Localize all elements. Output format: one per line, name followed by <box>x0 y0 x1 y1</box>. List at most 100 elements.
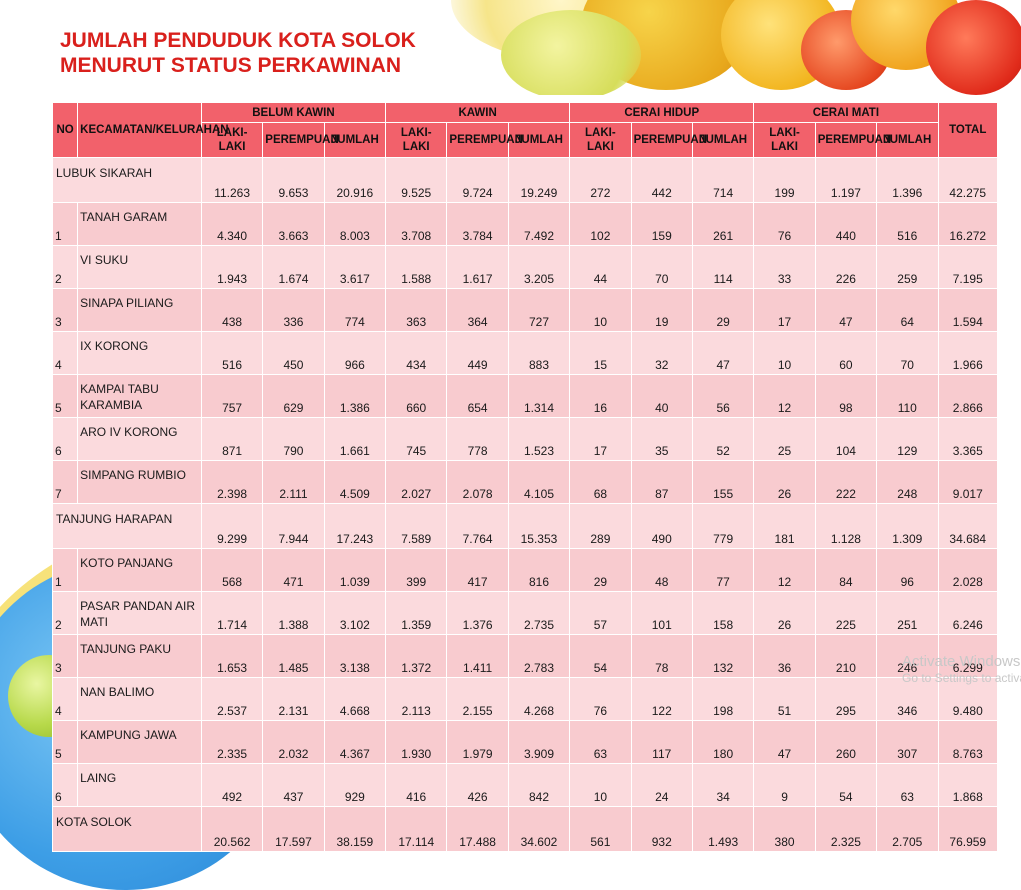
value-cell: 1.966 <box>938 332 997 374</box>
table-body: LUBUK SIKARAH 11.263 9.653 20.916 9.525 9.724… <box>53 158 997 851</box>
row-number: 1 <box>53 203 78 245</box>
value-cell: 1.653 <box>201 635 263 677</box>
value-cell: 966 <box>324 332 386 374</box>
value-cell: 1.943 <box>201 246 263 288</box>
table-row: 2 PASAR PANDAN AIR MATI 1.714 1.388 3.102 1.3… <box>53 592 997 634</box>
value-cell: 346 <box>877 678 938 720</box>
value-cell: 816 <box>508 549 570 591</box>
table-row: 5 KAMPAI TABU KARAMBIA 757 629 1.386 660 654 1.… <box>53 375 997 417</box>
value-cell: 15.353 <box>508 504 570 548</box>
row-number: 3 <box>53 635 78 677</box>
value-cell: 1.314 <box>508 375 570 417</box>
value-cell: 12 <box>754 549 815 591</box>
value-cell: 516 <box>877 203 938 245</box>
value-cell: 438 <box>201 289 263 331</box>
subheader-cell: PEREMPUAN <box>447 123 523 157</box>
value-cell: 307 <box>877 721 938 763</box>
kelurahan-name: KOTO PANJANG <box>78 549 201 591</box>
header-cerai-mati: CERAI MATI <box>754 103 938 122</box>
value-cell: 16.272 <box>938 203 997 245</box>
value-cell: 96 <box>877 549 938 591</box>
watermark-line-2: Go to Settings to activate Windows. <box>902 671 1021 685</box>
table-row: 4 NAN BALIMO 2.537 2.131 4.668 2.113 2.155 4.26… <box>53 678 997 720</box>
value-cell: 364 <box>447 289 508 331</box>
value-cell: 363 <box>386 289 447 331</box>
value-cell: 883 <box>508 332 570 374</box>
value-cell: 29 <box>570 549 631 591</box>
value-cell: 114 <box>692 246 754 288</box>
value-cell: 9 <box>754 764 815 806</box>
value-cell: 17 <box>570 418 631 460</box>
value-cell: 3.205 <box>508 246 570 288</box>
value-cell: 1.485 <box>263 635 324 677</box>
row-number: 7 <box>53 461 78 503</box>
table-row: 2 VI SUKU 1.943 1.674 3.617 1.588 1.617 3.205 44… <box>53 246 997 288</box>
value-cell: 1.128 <box>815 504 877 548</box>
value-cell: 660 <box>386 375 447 417</box>
value-cell: 1.523 <box>508 418 570 460</box>
value-cell: 17.597 <box>263 807 324 851</box>
value-cell: 3.909 <box>508 721 570 763</box>
value-cell: 38.159 <box>324 807 386 851</box>
value-cell: 246 <box>877 635 938 677</box>
subheader-cell: JUMLAH <box>324 123 386 157</box>
value-cell: 132 <box>692 635 754 677</box>
value-cell: 24 <box>631 764 692 806</box>
value-cell: 78 <box>631 635 692 677</box>
row-number: 4 <box>53 332 78 374</box>
value-cell: 1.594 <box>938 289 997 331</box>
value-cell: 929 <box>324 764 386 806</box>
value-cell: 399 <box>386 549 447 591</box>
value-cell: 8.763 <box>938 721 997 763</box>
value-cell: 198 <box>692 678 754 720</box>
value-cell: 52 <box>692 418 754 460</box>
value-cell: 1.309 <box>877 504 938 548</box>
value-cell: 10 <box>570 289 631 331</box>
region-name: LUBUK SIKARAH <box>53 158 201 202</box>
subheader-cell: JUMLAH <box>692 123 754 157</box>
value-cell: 3.102 <box>324 592 386 634</box>
value-cell: 471 <box>263 549 324 591</box>
subheader-cell: PEREMPUAN <box>263 123 339 157</box>
value-cell: 289 <box>570 504 631 548</box>
kelurahan-name: IX KORONG <box>78 332 201 374</box>
subheader-row: LAKI-LAKI PEREMPUAN JUMLAH LAKI-LAKI PEREMPU… <box>53 123 997 157</box>
value-cell: 7.195 <box>938 246 997 288</box>
region-row: TANJUNG HARAPAN 9.299 7.944 17.243 7.589 7.76… <box>53 504 997 548</box>
value-cell: 26 <box>754 592 815 634</box>
header-cerai-hidup: CERAI HIDUP <box>570 103 754 122</box>
value-cell: 6.299 <box>938 635 997 677</box>
value-cell: 87 <box>631 461 692 503</box>
value-cell: 48 <box>631 549 692 591</box>
table-row: 1 TANAH GARAM 4.340 3.663 8.003 3.708 3.784 7.4… <box>53 203 997 245</box>
value-cell: 6.246 <box>938 592 997 634</box>
value-cell: 4.268 <box>508 678 570 720</box>
row-number: 6 <box>53 418 78 460</box>
header-total: TOTAL <box>938 103 997 157</box>
value-cell: 272 <box>570 158 631 202</box>
value-cell: 70 <box>877 332 938 374</box>
kelurahan-name: ARO IV KORONG <box>78 418 201 460</box>
value-cell: 449 <box>447 332 508 374</box>
value-cell: 20.562 <box>201 807 263 851</box>
value-cell: 9.525 <box>386 158 447 202</box>
value-cell: 778 <box>447 418 508 460</box>
value-cell: 7.492 <box>508 203 570 245</box>
value-cell: 104 <box>815 418 877 460</box>
value-cell: 70 <box>631 246 692 288</box>
value-cell: 222 <box>815 461 877 503</box>
value-cell: 251 <box>877 592 938 634</box>
value-cell: 561 <box>570 807 631 851</box>
kelurahan-name: LAING <box>78 764 201 806</box>
kelurahan-name: PASAR PANDAN AIR MATI <box>78 592 201 634</box>
value-cell: 44 <box>570 246 631 288</box>
subheader-cell: PEREMPUAN <box>815 123 891 157</box>
value-cell: 295 <box>815 678 877 720</box>
value-cell: 1.588 <box>386 246 447 288</box>
value-cell: 2.866 <box>938 375 997 417</box>
value-cell: 16 <box>570 375 631 417</box>
value-cell: 40 <box>631 375 692 417</box>
value-cell: 34.602 <box>508 807 570 851</box>
value-cell: 2.537 <box>201 678 263 720</box>
value-cell: 516 <box>201 332 263 374</box>
